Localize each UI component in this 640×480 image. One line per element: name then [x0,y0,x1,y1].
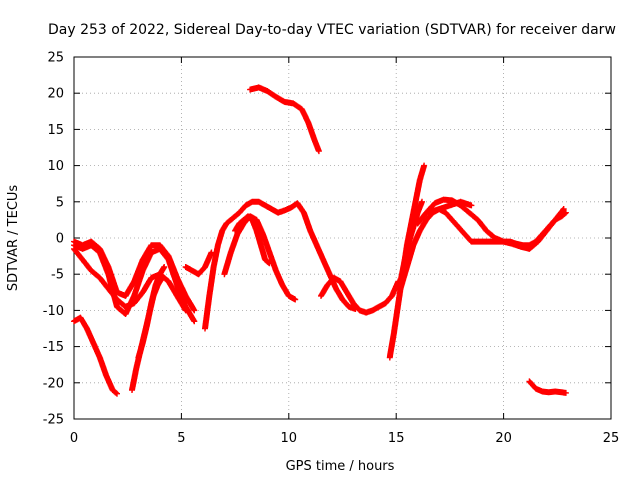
chart-title: Day 253 of 2022, Sidereal Day-to-day VTE… [48,22,616,38]
grid [74,57,611,419]
y-tick-label: 15 [47,123,64,138]
series-arc-1 [71,314,120,397]
y-tick-label: -15 [43,340,64,355]
y-tick-label: 0 [56,232,64,247]
series-markers [71,238,198,314]
y-tick-label: -10 [43,304,64,319]
series-markers [318,274,402,316]
series-markers [202,198,359,332]
axis-ticks: 0 5 10 15 20 25 -25 -20 -15 -10 -5 0 5 10 15 20 25 [43,51,620,447]
series-markers [414,196,567,252]
series-arc-10 [232,213,273,267]
series-markers [71,314,120,397]
y-tick-label: -20 [43,376,64,391]
y-tick-label: -5 [51,268,64,283]
series-arc-18 [526,378,569,396]
series-markers [526,378,569,396]
x-tick-label: 20 [495,431,512,446]
series-markers [221,213,299,303]
series-markers [182,249,215,278]
x-tick-label: 5 [177,431,185,446]
series-markers [135,264,168,361]
series-markers [247,84,322,155]
series-arc-6 [135,264,168,361]
y-tick-label: 25 [47,51,64,66]
series-markers [232,213,273,267]
series-arc-11 [247,84,322,155]
y-tick-label: -25 [43,413,64,428]
x-tick-label: 10 [281,431,298,446]
y-tick-label: 10 [47,159,64,174]
x-tick-label: 25 [603,431,620,446]
y-tick-label: 5 [56,195,64,210]
series-arc-9 [221,213,299,303]
x-tick-label: 15 [388,431,405,446]
x-axis-label: GPS time / hours [286,459,395,474]
series-markers [425,198,475,216]
x-tick-label: 0 [70,431,78,446]
data-series [71,84,569,397]
series-arc-4 [71,238,198,314]
series-arc-16 [414,196,567,252]
series-arc-7 [182,249,215,278]
y-axis-label: SDTVAR / TECUs [6,185,21,292]
y-tick-label: 20 [47,87,64,102]
series-arc-8 [202,198,359,332]
series-arc-12 [318,274,402,316]
series-arc-17 [425,198,475,216]
